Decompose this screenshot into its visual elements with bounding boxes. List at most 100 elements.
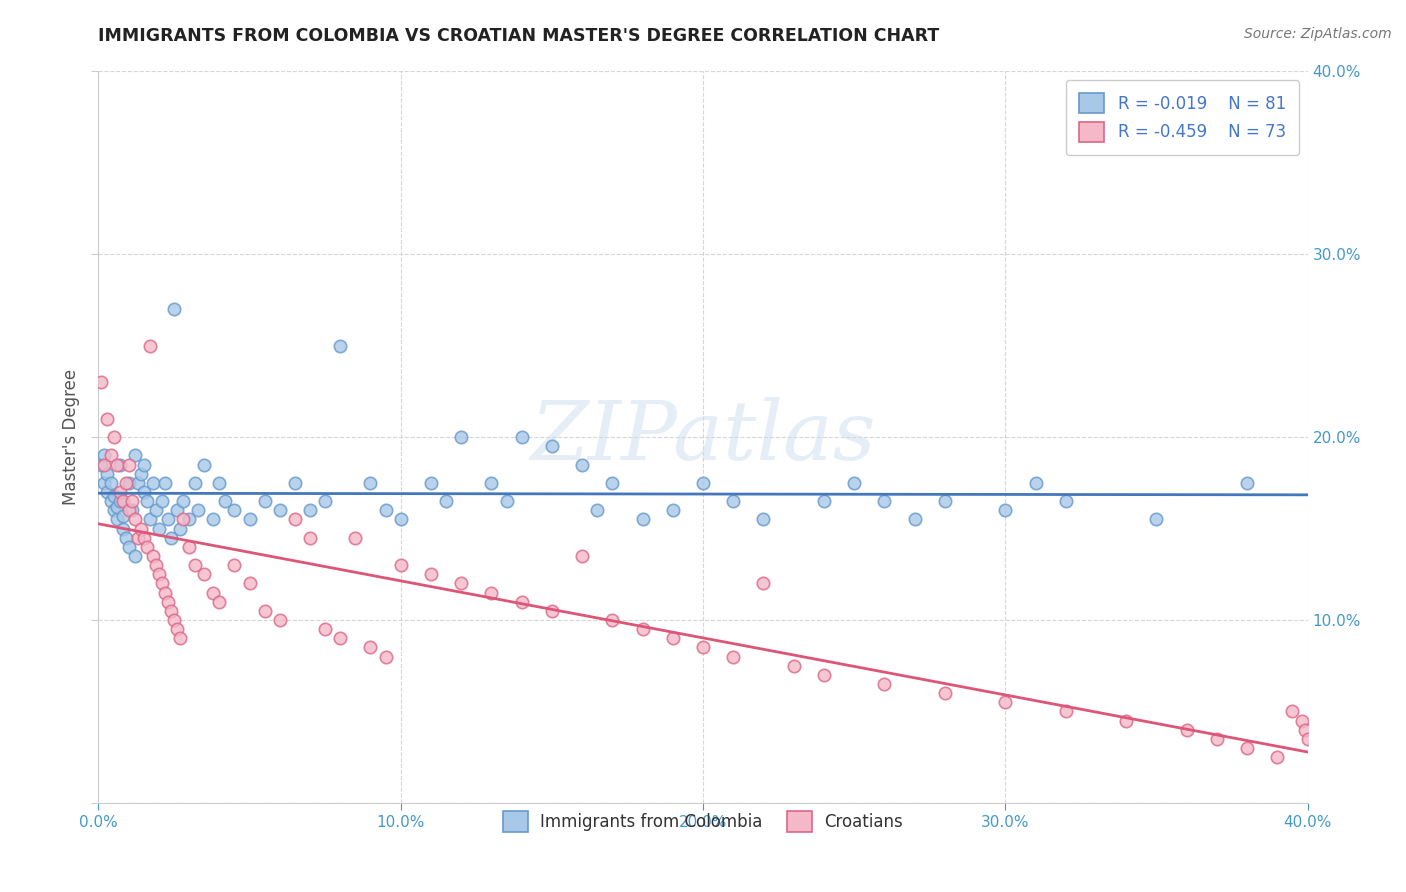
Point xyxy=(904,512,927,526)
Point xyxy=(166,503,188,517)
Point xyxy=(873,677,896,691)
Point xyxy=(169,632,191,646)
Point xyxy=(571,458,593,472)
Point xyxy=(602,613,624,627)
Point xyxy=(103,430,125,444)
Point xyxy=(127,531,149,545)
Point xyxy=(105,512,128,526)
Point xyxy=(132,485,155,500)
Point xyxy=(723,494,745,508)
Point xyxy=(114,531,136,545)
Text: ZIPatlas: ZIPatlas xyxy=(530,397,876,477)
Point xyxy=(1294,723,1316,737)
Point xyxy=(1054,705,1077,719)
Point xyxy=(153,585,176,599)
Point xyxy=(844,475,866,490)
Point xyxy=(329,632,352,646)
Point xyxy=(129,521,152,535)
Legend: Immigrants from Colombia, Croatians: Immigrants from Colombia, Croatians xyxy=(496,805,910,838)
Point xyxy=(100,448,122,462)
Point xyxy=(193,458,215,472)
Point xyxy=(202,512,225,526)
Point xyxy=(284,512,307,526)
Point xyxy=(389,558,412,573)
Point xyxy=(129,467,152,481)
Text: IMMIGRANTS FROM COLOMBIA VS CROATIAN MASTER'S DEGREE CORRELATION CHART: IMMIGRANTS FROM COLOMBIA VS CROATIAN MAS… xyxy=(98,27,939,45)
Point xyxy=(661,503,683,517)
Point xyxy=(93,475,115,490)
Point xyxy=(166,622,188,636)
Point xyxy=(103,503,125,517)
Point xyxy=(132,458,155,472)
Point xyxy=(540,439,562,453)
Point xyxy=(90,375,112,389)
Text: Source: ZipAtlas.com: Source: ZipAtlas.com xyxy=(1244,27,1392,41)
Point xyxy=(156,512,179,526)
Point xyxy=(160,531,183,545)
Point xyxy=(127,475,149,490)
Point xyxy=(153,475,176,490)
Point xyxy=(571,549,593,563)
Point xyxy=(105,458,128,472)
Point xyxy=(187,503,209,517)
Point xyxy=(124,448,146,462)
Point xyxy=(96,485,118,500)
Point xyxy=(121,494,143,508)
Point xyxy=(723,649,745,664)
Point xyxy=(1296,731,1319,746)
Point xyxy=(111,521,134,535)
Point xyxy=(148,521,170,535)
Point xyxy=(602,475,624,490)
Point xyxy=(495,494,517,508)
Point xyxy=(163,613,186,627)
Point xyxy=(510,594,533,608)
Point xyxy=(193,567,215,582)
Point xyxy=(1054,494,1077,508)
Point xyxy=(934,494,956,508)
Point xyxy=(114,475,136,490)
Point xyxy=(118,458,141,472)
Point xyxy=(994,695,1017,709)
Point xyxy=(1281,705,1303,719)
Point xyxy=(179,512,201,526)
Point xyxy=(169,521,191,535)
Point xyxy=(118,540,141,554)
Point xyxy=(100,475,122,490)
Point xyxy=(420,475,443,490)
Point xyxy=(202,585,225,599)
Point xyxy=(108,485,131,500)
Point xyxy=(1115,714,1137,728)
Point xyxy=(450,430,472,444)
Point xyxy=(692,475,714,490)
Point xyxy=(160,604,183,618)
Point xyxy=(1144,512,1167,526)
Point xyxy=(360,640,382,655)
Point xyxy=(360,475,382,490)
Point xyxy=(1236,475,1258,490)
Point xyxy=(111,494,134,508)
Point xyxy=(1024,475,1046,490)
Point xyxy=(93,448,115,462)
Point xyxy=(224,503,246,517)
Point xyxy=(253,604,276,618)
Point xyxy=(1175,723,1198,737)
Point xyxy=(124,549,146,563)
Point xyxy=(121,503,143,517)
Point xyxy=(1267,750,1289,764)
Point xyxy=(374,649,396,664)
Point xyxy=(239,576,262,591)
Point xyxy=(139,338,162,352)
Point xyxy=(124,512,146,526)
Point xyxy=(239,512,262,526)
Point xyxy=(105,500,128,514)
Point xyxy=(172,494,194,508)
Point xyxy=(208,594,231,608)
Point xyxy=(661,632,683,646)
Point xyxy=(118,475,141,490)
Point xyxy=(179,540,201,554)
Point xyxy=(631,512,654,526)
Point xyxy=(150,576,173,591)
Point xyxy=(108,494,131,508)
Point xyxy=(374,503,396,517)
Point xyxy=(434,494,457,508)
